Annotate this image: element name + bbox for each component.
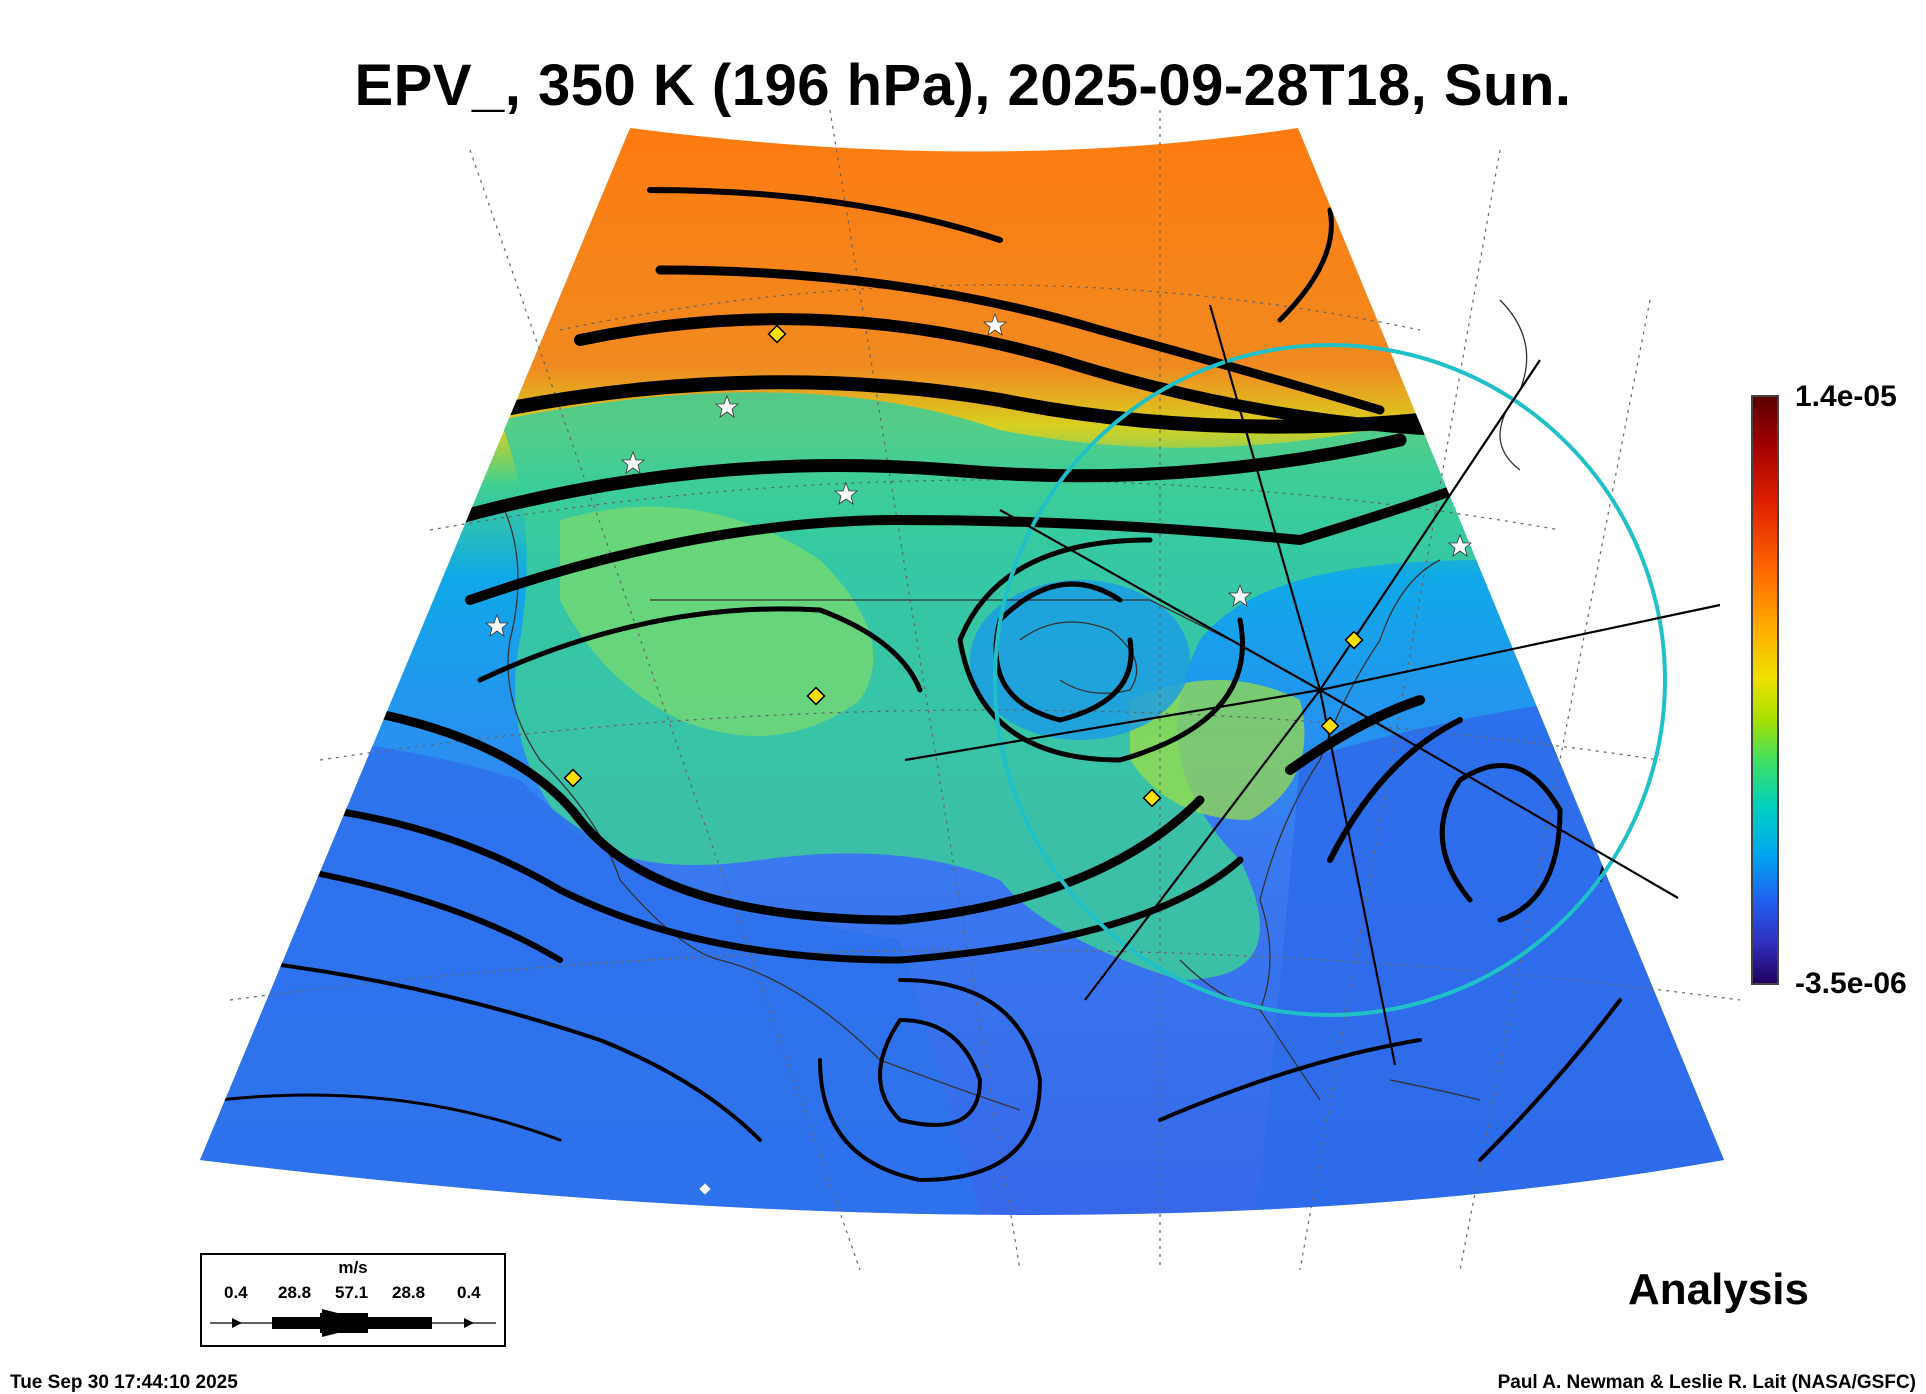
colorbar-min-label: -3.5e-06 <box>1795 967 1907 1000</box>
analysis-label: Analysis <box>1628 1265 1809 1314</box>
star-marker <box>620 450 646 474</box>
diamond-marker <box>1344 630 1364 650</box>
diamond-marker <box>767 324 787 344</box>
colorbar <box>1751 395 1779 985</box>
star-marker <box>714 394 740 418</box>
wind-legend-arrow <box>210 1309 496 1337</box>
timestamp: Tue Sep 30 17:44:10 2025 <box>10 1372 238 1393</box>
credit: Paul A. Newman & Leslie R. Lait (NASA/GS… <box>1497 1372 1916 1393</box>
wind-legend-unit: m/s <box>338 1258 368 1277</box>
star-marker <box>982 312 1008 336</box>
diamond-marker <box>806 686 826 706</box>
terminator-circle <box>993 343 1667 1017</box>
wind-legend-value: 28.8 <box>278 1283 312 1302</box>
wind-legend-value: 0.4 <box>457 1283 481 1302</box>
diamond-marker <box>1142 788 1162 808</box>
colorbar-max-label: 1.4e-05 <box>1795 380 1897 413</box>
star-marker <box>1447 533 1473 557</box>
star-marker <box>484 613 510 637</box>
sun-geometry <box>904 304 1721 1066</box>
wind-legend-value: 0.4 <box>224 1283 248 1302</box>
wind-legend: m/s 0.4 28.8 57.1 28.8 0.4 <box>200 1253 506 1347</box>
wind-streamlines <box>218 187 1702 1183</box>
diamond-marker <box>563 768 583 788</box>
star-marker <box>833 481 859 505</box>
wind-legend-value: 57.1 <box>335 1283 369 1302</box>
white-diamond-marker <box>699 1183 711 1195</box>
chart-title: EPV_, 350 K (196 hPa), 2025-09-28T18, Su… <box>354 53 1572 118</box>
star-marker <box>1227 583 1253 607</box>
site-markers <box>484 312 1473 1195</box>
diamond-marker <box>1320 716 1340 736</box>
wind-legend-value: 28.8 <box>392 1283 426 1302</box>
